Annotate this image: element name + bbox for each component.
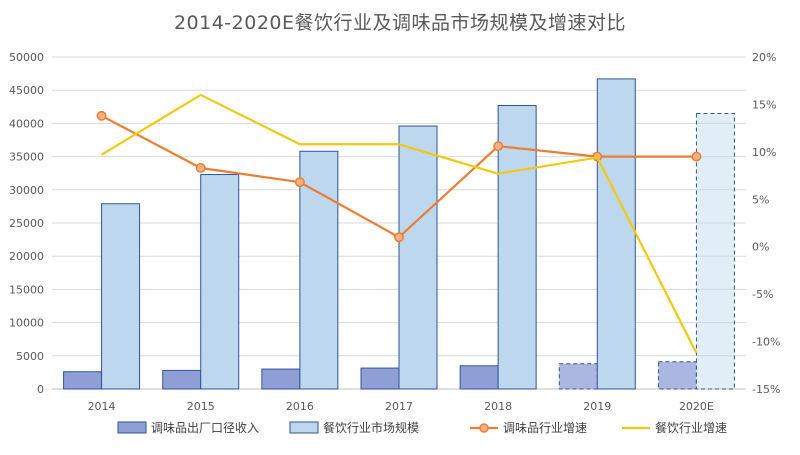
y-right-tick-label: 0% xyxy=(752,241,769,254)
legend-label: 餐饮行业市场规模 xyxy=(323,420,419,435)
legend-marker xyxy=(479,423,489,433)
chart-title: 2014-2020E餐饮行业及调味品市场规模及增速对比 xyxy=(173,12,627,34)
x-tick-label: 2016 xyxy=(286,400,314,413)
bar xyxy=(596,78,636,390)
y-right-tick-label: 15% xyxy=(752,98,776,111)
line-point xyxy=(294,177,305,188)
y-right-tick-label: -10% xyxy=(752,336,780,349)
y-right-tick-label: 5% xyxy=(752,193,769,206)
bar xyxy=(101,203,141,390)
line-point xyxy=(691,151,702,162)
bar xyxy=(63,371,103,390)
legend-swatch xyxy=(117,421,147,434)
x-tick-label: 2020E xyxy=(679,400,714,413)
y-left-tick-label: 50000 xyxy=(9,51,44,64)
y-left-tick-label: 15000 xyxy=(9,283,44,296)
bar xyxy=(360,367,400,390)
x-tick-label: 2014 xyxy=(88,400,116,413)
bar xyxy=(657,361,697,390)
bar xyxy=(558,363,598,390)
y-left-tick-label: 25000 xyxy=(9,217,44,230)
bar xyxy=(299,150,339,390)
y-right-tick-label: 10% xyxy=(752,146,776,159)
series-line xyxy=(101,93,698,354)
x-tick-label: 2015 xyxy=(187,400,215,413)
x-tick-label: 2018 xyxy=(484,400,512,413)
line-point xyxy=(195,163,206,173)
bar xyxy=(459,365,499,390)
x-tick-label: 2017 xyxy=(385,400,413,413)
y-left-tick-label: 40000 xyxy=(9,117,44,130)
line-point xyxy=(394,232,404,243)
bar xyxy=(200,174,240,390)
legend-label: 餐饮行业增速 xyxy=(655,420,727,435)
bar xyxy=(497,104,537,390)
y-left-tick-label: 20000 xyxy=(9,250,44,263)
y-left-tick-label: 0 xyxy=(37,383,44,396)
y-left-tick-label: 10000 xyxy=(9,317,44,330)
y-left-tick-label: 45000 xyxy=(9,84,44,97)
y-left-tick-label: 30000 xyxy=(9,184,44,197)
y-right-tick-label: -5% xyxy=(752,288,773,301)
line-point xyxy=(96,110,107,121)
legend-label: 调味品行业增速 xyxy=(503,421,587,435)
y-left-tick-label: 35000 xyxy=(9,151,44,164)
x-tick-label: 2019 xyxy=(583,400,611,413)
y-right-tick-label: -15% xyxy=(752,383,780,396)
bar xyxy=(162,369,202,390)
bar xyxy=(398,125,438,390)
legend-label: 调味品出厂口径收入 xyxy=(151,421,259,435)
bar xyxy=(261,368,301,390)
bar xyxy=(695,112,735,390)
y-right-tick-label: 20% xyxy=(752,51,776,64)
line-point xyxy=(493,141,504,152)
y-left-tick-label: 5000 xyxy=(16,350,44,363)
legend-swatch xyxy=(289,421,319,434)
